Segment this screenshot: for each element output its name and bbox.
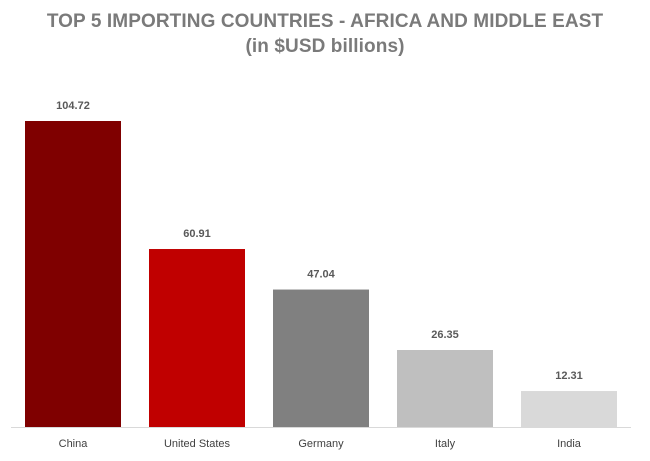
x-tick-label-china: China: [59, 438, 89, 450]
x-tick-label-united-states: United States: [164, 438, 231, 450]
bar-united-states: [149, 249, 245, 427]
x-tick-label-germany: Germany: [298, 438, 344, 450]
chart-subtitle: (in $USD billions): [245, 36, 405, 57]
labels-layer: 104.72 China 60.91 United States 47.04 German…: [56, 100, 583, 450]
x-tick-label-italy: Italy: [435, 438, 456, 450]
data-label-china: 104.72: [56, 100, 90, 112]
chart-title: TOP 5 IMPORTING COUNTRIES - AFRICA AND M…: [46, 11, 604, 32]
bar-china: [25, 121, 121, 427]
data-label-italy: 26.35: [431, 329, 459, 341]
bar-india: [521, 391, 617, 427]
bar-germany: [273, 289, 369, 427]
data-label-india: 12.31: [555, 370, 583, 382]
data-label-germany: 47.04: [307, 269, 335, 281]
bars-layer: [25, 121, 617, 427]
data-label-united-states: 60.91: [183, 228, 211, 240]
bar-italy: [397, 350, 493, 427]
x-tick-label-india: India: [557, 438, 582, 450]
